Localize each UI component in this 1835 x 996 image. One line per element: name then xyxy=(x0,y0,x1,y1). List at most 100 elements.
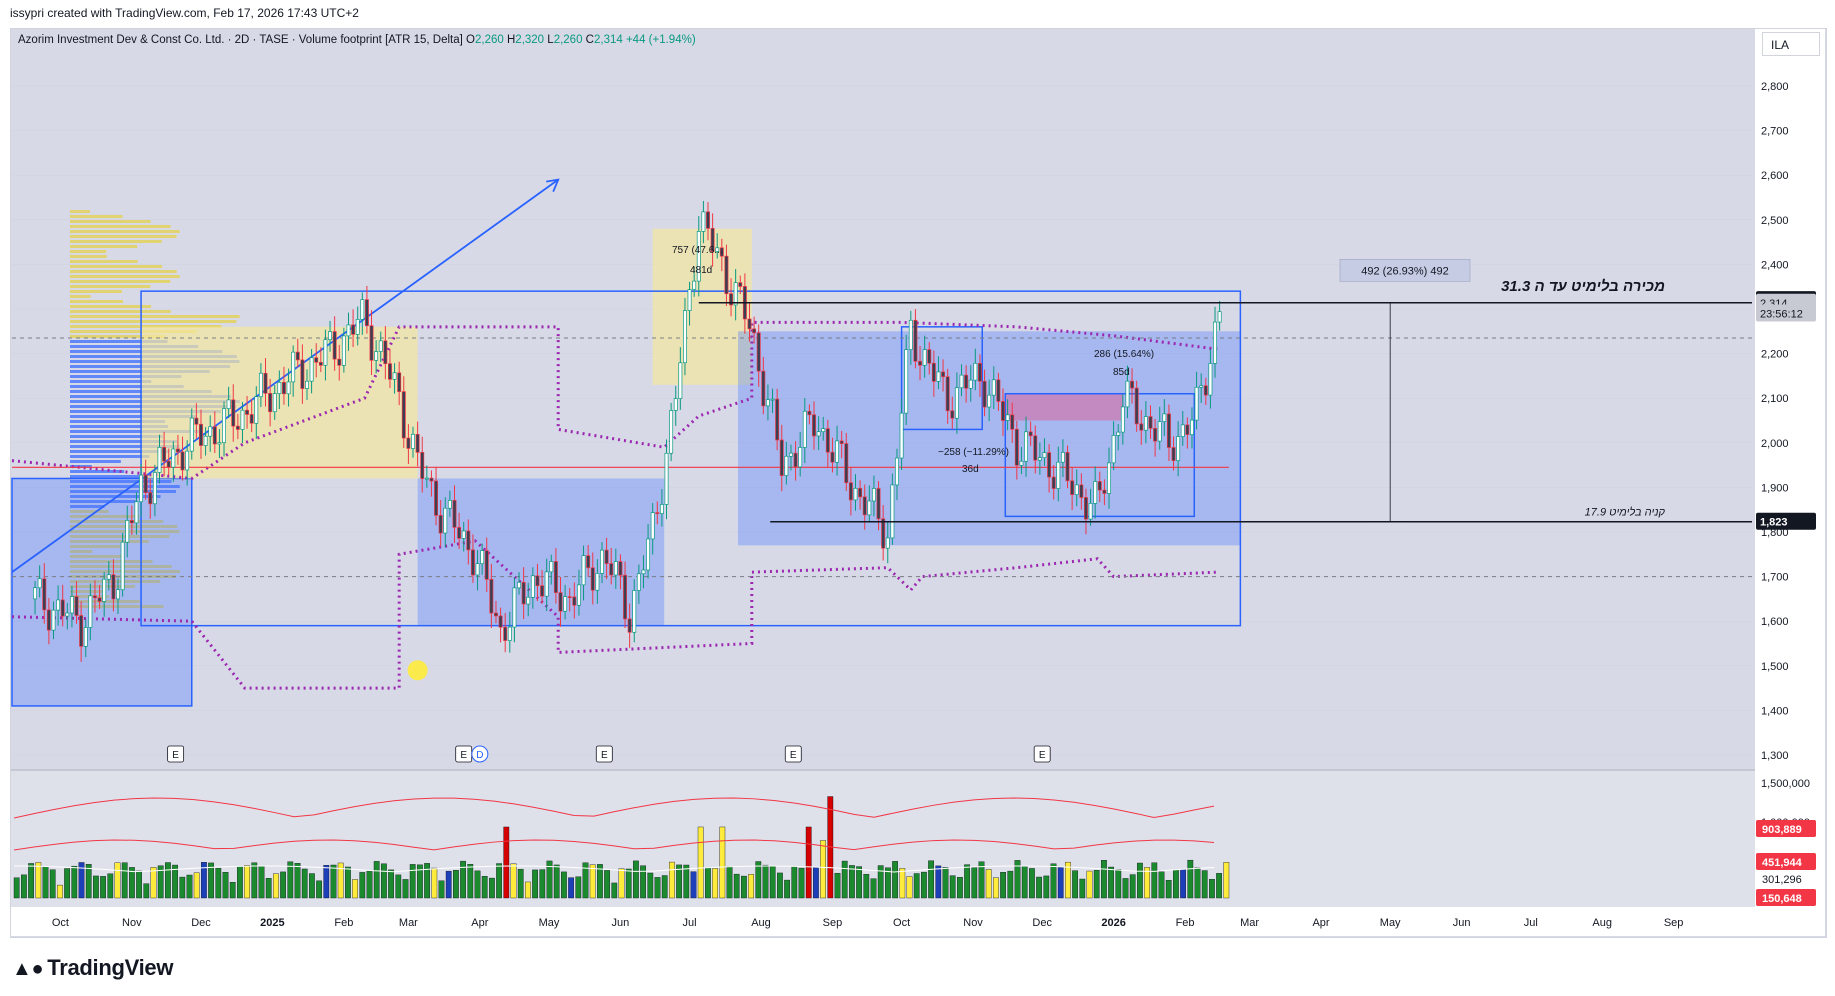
candle-body xyxy=(171,448,176,468)
volume-bar xyxy=(280,871,286,899)
candle-body xyxy=(323,339,328,366)
box-dec-outline xyxy=(1004,392,1196,518)
volume-value-label-bg xyxy=(1756,853,1816,870)
candle-body xyxy=(1125,380,1130,408)
volume-bar xyxy=(251,862,258,899)
volume-bar xyxy=(1086,870,1093,899)
volume-profile-bar xyxy=(70,550,93,553)
volume-bar xyxy=(1158,871,1165,899)
volume-bar xyxy=(928,860,935,899)
currency-button[interactable]: ILA xyxy=(1762,32,1820,56)
candle-body xyxy=(1060,452,1065,463)
candle-body xyxy=(1111,435,1116,464)
volume-profile-bar xyxy=(70,535,170,538)
y-tick-label: 1,300 xyxy=(1761,750,1789,762)
candle-body xyxy=(46,609,51,631)
x-tick-label: Dec xyxy=(191,917,211,929)
volume-profile-bar xyxy=(70,250,107,253)
candle-body xyxy=(664,452,669,505)
y-tick-label: 2,600 xyxy=(1761,170,1789,182)
ohlc-high-label: H xyxy=(506,34,516,46)
ohlc-open-label: O xyxy=(466,34,475,46)
earnings-marker-label: E xyxy=(460,750,467,761)
x-tick-label: 2026 xyxy=(1101,917,1125,929)
volume-profile-bar xyxy=(70,330,197,333)
volume-bar xyxy=(445,870,452,899)
candle-body xyxy=(696,231,701,282)
candle-body xyxy=(802,410,807,448)
volume-profile-bar xyxy=(70,245,138,248)
ohlc-high-value: 2,320 xyxy=(515,34,545,46)
x-tick-label: May xyxy=(1380,917,1401,929)
candle-body xyxy=(678,362,683,399)
candle-body xyxy=(756,332,761,372)
candle-body xyxy=(673,398,678,411)
candle-body xyxy=(1005,414,1010,421)
x-tick-label: 2025 xyxy=(260,917,284,929)
candle-body xyxy=(927,349,932,364)
volume-bar xyxy=(589,864,596,899)
candle-body xyxy=(51,609,56,631)
volume-bar xyxy=(525,881,531,899)
symbol-legend: Azorim Investment Dev & Const Co. Ltd. ·… xyxy=(18,34,696,46)
candle-body xyxy=(964,374,969,389)
volume-profile-bar xyxy=(70,415,197,418)
volume-bar xyxy=(409,864,416,899)
x-tick-label: Sep xyxy=(1664,917,1684,929)
volume-profile-bar xyxy=(70,455,150,458)
volume-bar xyxy=(114,862,121,899)
range-annotation: 757 (47.6... xyxy=(672,245,723,256)
candle-body xyxy=(332,331,337,360)
y-tick-label: 1,900 xyxy=(1761,482,1789,494)
candle-body xyxy=(314,357,319,363)
candle-body xyxy=(83,627,88,647)
candle-body xyxy=(1208,363,1213,396)
candle-body xyxy=(148,492,153,505)
volume-bar xyxy=(460,860,466,899)
candle-body xyxy=(401,391,406,439)
volume-bar xyxy=(633,860,639,899)
candle-body xyxy=(839,440,844,444)
candle-body xyxy=(687,289,692,311)
zone-pink xyxy=(1005,393,1123,421)
y-tick-label: 2,000 xyxy=(1761,438,1789,450)
candle-body xyxy=(1042,452,1047,459)
ohlc-change-value: +44 (+1.94%) xyxy=(625,34,696,46)
candle-body xyxy=(512,587,517,628)
volume-bar xyxy=(273,873,279,899)
candle-body xyxy=(364,299,369,327)
earnings-marker xyxy=(784,745,802,763)
volume-bar xyxy=(899,868,906,899)
volume-bar xyxy=(85,863,92,899)
candle-body xyxy=(166,460,171,468)
volume-average-line xyxy=(13,865,1215,873)
candle-body xyxy=(1088,503,1093,520)
candle-body xyxy=(1134,387,1139,425)
x-tick-label: Nov xyxy=(963,917,983,929)
candle-body xyxy=(383,340,388,365)
candle-body xyxy=(950,410,955,419)
x-tick-label: Mar xyxy=(1240,917,1259,929)
candle-body xyxy=(779,439,784,476)
volume-bar xyxy=(128,867,135,899)
volume-bar xyxy=(669,861,675,899)
candle-body xyxy=(406,437,411,449)
ohlc-close-value: 2,314 xyxy=(593,34,623,46)
earnings-marker xyxy=(595,745,613,763)
candle-body xyxy=(1190,419,1194,435)
candle-body xyxy=(816,431,821,437)
x-tick-label: Aug xyxy=(751,917,771,929)
volume-bar xyxy=(813,867,819,899)
candle-body xyxy=(876,488,881,520)
candle-body xyxy=(747,318,752,330)
volume-bar xyxy=(265,878,272,899)
volume-bar xyxy=(640,865,647,899)
candle-body xyxy=(60,599,65,617)
volume-bar xyxy=(121,862,128,899)
measure-label-bg xyxy=(1339,259,1471,282)
y-tick-label: 1,400 xyxy=(1761,705,1789,717)
volume-bar xyxy=(942,867,949,899)
candle-body xyxy=(904,349,909,414)
volume-profile-bar xyxy=(70,540,149,543)
